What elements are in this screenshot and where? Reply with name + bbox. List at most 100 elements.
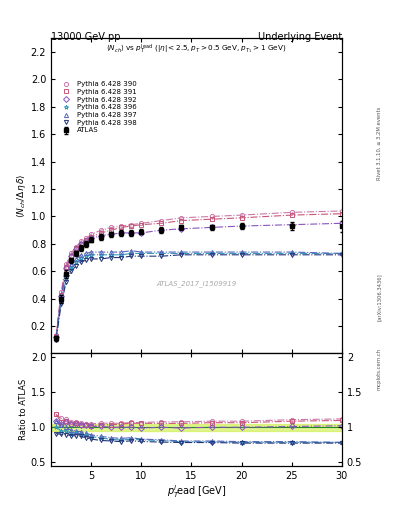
Pythia 6.428 390 bbox=[179, 215, 184, 221]
Pythia 6.428 392 bbox=[119, 230, 124, 236]
Pythia 6.428 398 bbox=[84, 257, 88, 263]
Pythia 6.428 392 bbox=[79, 241, 84, 247]
Pythia 6.428 391 bbox=[59, 291, 64, 297]
Pythia 6.428 392 bbox=[54, 334, 59, 340]
Pythia 6.428 391 bbox=[89, 234, 94, 240]
Pythia 6.428 398 bbox=[159, 253, 164, 259]
Legend: Pythia 6.428 390, Pythia 6.428 391, Pythia 6.428 392, Pythia 6.428 396, Pythia 6: Pythia 6.428 390, Pythia 6.428 391, Pyth… bbox=[57, 80, 138, 135]
Line: Pythia 6.428 397: Pythia 6.428 397 bbox=[54, 249, 344, 339]
Pythia 6.428 396 bbox=[54, 335, 59, 342]
Pythia 6.428 397 bbox=[84, 250, 88, 257]
Pythia 6.428 390 bbox=[79, 238, 84, 244]
Pythia 6.428 392 bbox=[99, 232, 104, 239]
Pythia 6.428 398 bbox=[209, 252, 214, 258]
Pythia 6.428 390 bbox=[59, 289, 64, 295]
Pythia 6.428 390 bbox=[119, 223, 124, 229]
Pythia 6.428 391 bbox=[79, 241, 84, 247]
Pythia 6.428 396 bbox=[159, 250, 164, 257]
Pythia 6.428 396 bbox=[209, 250, 214, 257]
Pythia 6.428 398 bbox=[109, 254, 114, 261]
Pythia 6.428 397 bbox=[159, 249, 164, 255]
Pythia 6.428 392 bbox=[84, 238, 88, 244]
Line: Pythia 6.428 398: Pythia 6.428 398 bbox=[54, 253, 344, 342]
Pythia 6.428 397 bbox=[59, 294, 64, 301]
Bar bbox=[51, 424, 342, 431]
Pythia 6.428 390 bbox=[84, 236, 88, 242]
Pythia 6.428 390 bbox=[89, 231, 94, 238]
X-axis label: $p_T^l\!$ead [GeV]: $p_T^l\!$ead [GeV] bbox=[167, 483, 226, 500]
Pythia 6.428 392 bbox=[129, 230, 134, 236]
Pythia 6.428 391 bbox=[119, 224, 124, 230]
Pythia 6.428 397 bbox=[209, 249, 214, 255]
Pythia 6.428 396 bbox=[99, 252, 104, 258]
Pythia 6.428 391 bbox=[54, 332, 59, 338]
Pythia 6.428 392 bbox=[64, 265, 68, 271]
Pythia 6.428 392 bbox=[239, 223, 244, 229]
Pythia 6.428 397 bbox=[74, 256, 79, 262]
Pythia 6.428 390 bbox=[340, 208, 344, 214]
Pythia 6.428 391 bbox=[179, 218, 184, 224]
Pythia 6.428 397 bbox=[179, 249, 184, 255]
Pythia 6.428 396 bbox=[74, 259, 79, 265]
Pythia 6.428 398 bbox=[74, 263, 79, 269]
Pythia 6.428 391 bbox=[99, 230, 104, 236]
Pythia 6.428 397 bbox=[64, 271, 68, 277]
Pythia 6.428 396 bbox=[289, 250, 294, 257]
Text: $\langle N_{ch}\rangle$ vs $p_T^{\rm lead}$ ($|\eta| < 2.5, p_T > 0.5$ GeV, $p_{: $\langle N_{ch}\rangle$ vs $p_T^{\rm lea… bbox=[107, 43, 286, 56]
Y-axis label: $\langle N_{ch} / \Delta\eta\,\delta\rangle$: $\langle N_{ch} / \Delta\eta\,\delta\ran… bbox=[15, 174, 28, 218]
Pythia 6.428 392 bbox=[179, 226, 184, 232]
Pythia 6.428 396 bbox=[79, 254, 84, 261]
Pythia 6.428 398 bbox=[139, 253, 144, 259]
Pythia 6.428 390 bbox=[139, 220, 144, 226]
Pythia 6.428 397 bbox=[119, 249, 124, 255]
Pythia 6.428 396 bbox=[129, 250, 134, 257]
Pythia 6.428 397 bbox=[109, 249, 114, 255]
Pythia 6.428 390 bbox=[54, 332, 59, 338]
Pythia 6.428 398 bbox=[179, 252, 184, 258]
Pythia 6.428 398 bbox=[129, 253, 134, 259]
Pythia 6.428 398 bbox=[69, 268, 73, 274]
Pythia 6.428 397 bbox=[54, 334, 59, 340]
Pythia 6.428 396 bbox=[139, 250, 144, 257]
Text: Rivet 3.1.10, ≥ 3.2M events: Rivet 3.1.10, ≥ 3.2M events bbox=[377, 106, 382, 180]
Pythia 6.428 396 bbox=[119, 252, 124, 258]
Pythia 6.428 392 bbox=[289, 222, 294, 228]
Text: 13000 GeV pp: 13000 GeV pp bbox=[51, 32, 121, 42]
Pythia 6.428 397 bbox=[289, 249, 294, 255]
Pythia 6.428 392 bbox=[89, 236, 94, 242]
Pythia 6.428 390 bbox=[159, 218, 164, 224]
Pythia 6.428 396 bbox=[239, 250, 244, 257]
Pythia 6.428 392 bbox=[139, 230, 144, 236]
Line: Pythia 6.428 390: Pythia 6.428 390 bbox=[54, 209, 344, 338]
Pythia 6.428 396 bbox=[179, 250, 184, 257]
Pythia 6.428 391 bbox=[84, 237, 88, 243]
Pythia 6.428 398 bbox=[99, 256, 104, 262]
Y-axis label: Ratio to ATLAS: Ratio to ATLAS bbox=[19, 379, 28, 440]
Pythia 6.428 396 bbox=[89, 252, 94, 258]
Pythia 6.428 392 bbox=[109, 231, 114, 238]
Text: ATLAS_2017_I1509919: ATLAS_2017_I1509919 bbox=[156, 281, 237, 287]
Pythia 6.428 397 bbox=[79, 252, 84, 258]
Pythia 6.428 390 bbox=[74, 244, 79, 250]
Pythia 6.428 398 bbox=[89, 256, 94, 262]
Pythia 6.428 390 bbox=[109, 224, 114, 230]
Pythia 6.428 398 bbox=[79, 259, 84, 265]
Pythia 6.428 391 bbox=[289, 212, 294, 218]
Pythia 6.428 390 bbox=[209, 214, 214, 220]
Pythia 6.428 391 bbox=[64, 264, 68, 270]
Pythia 6.428 392 bbox=[340, 220, 344, 226]
Pythia 6.428 398 bbox=[289, 252, 294, 258]
Pythia 6.428 391 bbox=[159, 220, 164, 226]
Pythia 6.428 397 bbox=[129, 248, 134, 254]
Pythia 6.428 398 bbox=[340, 252, 344, 258]
Pythia 6.428 396 bbox=[340, 250, 344, 257]
Pythia 6.428 391 bbox=[239, 215, 244, 221]
Pythia 6.428 398 bbox=[119, 254, 124, 261]
Pythia 6.428 397 bbox=[69, 261, 73, 267]
Text: [arXiv:1306.3436]: [arXiv:1306.3436] bbox=[377, 273, 382, 321]
Pythia 6.428 391 bbox=[109, 227, 114, 233]
Pythia 6.428 391 bbox=[209, 216, 214, 222]
Pythia 6.428 396 bbox=[109, 252, 114, 258]
Pythia 6.428 396 bbox=[64, 275, 68, 281]
Pythia 6.428 390 bbox=[289, 209, 294, 216]
